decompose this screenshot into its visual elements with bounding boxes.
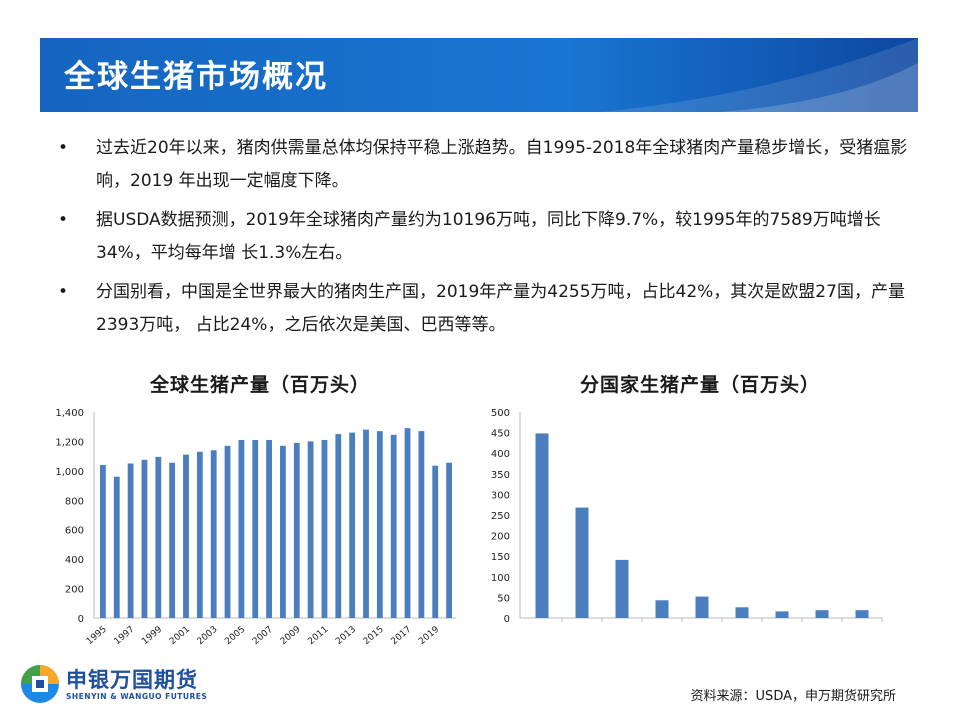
bullet-dot: • [58,210,69,230]
bar [655,600,669,618]
bar [127,463,134,618]
bullet-list: • 过去近20年以来，猪肉供需量总体均保持平稳上涨趋势。自1995-2018年全球… [58,132,908,348]
bar [735,607,749,618]
y-tick-label: 250 [491,511,510,522]
y-tick-label: 100 [491,573,510,584]
bar [376,431,383,618]
bar [404,428,411,618]
bar [293,442,300,618]
bar [615,559,629,618]
bar [535,433,549,618]
logo-icon [21,665,59,703]
bar [280,445,286,618]
y-tick-label: 350 [491,470,510,481]
x-tick-label: 2001 [168,625,192,647]
chart-title-global: 全球生猪产量（百万头） [149,374,370,396]
bar [113,476,120,618]
bar [335,434,342,618]
bar [775,611,789,618]
title-banner: 全球生猪市场概况 [40,38,918,112]
bar [210,450,217,618]
y-tick-label: 400 [491,449,510,460]
bullet-dot: • [58,282,69,302]
company-logo: 申银万国期货 SHENYIN & WANGUO FUTURES [20,662,240,710]
x-tick-label: 1995 [85,625,109,647]
y-tick-label: 150 [491,552,510,563]
page-title: 全球生猪市场概况 [64,59,328,95]
y-tick-label: 0 [504,614,510,625]
source-note: 资料来源：USDA，申万期货研究所 [690,689,896,704]
x-tick-label: 2019 [417,624,441,647]
y-tick-label: 1,400 [55,408,84,419]
x-tick-label: 2011 [306,625,330,647]
x-tick-label: 1997 [113,625,137,647]
y-tick-label: 200 [65,585,84,596]
bar [169,462,176,618]
y-tick-label: 50 [497,593,510,604]
y-tick-label: 500 [491,408,510,419]
bar [349,432,356,618]
chart-hog-production-by-country: 0 50 100 150 200 250 300 350 400 450 500 [491,408,883,625]
bar [196,451,203,618]
bar [321,439,328,618]
x-tick-label: 1999 [140,624,164,647]
bullet-item: • 分国别看，中国是全世界最大的猪肉生产国，2019年产量为4255万吨，占比42… [58,276,908,342]
y-tick-label: 800 [65,496,84,507]
x-tick-label: 2009 [279,624,303,647]
bar [390,434,397,618]
chart-global-hog-production: 0 200 400 600 800 1,000 1,200 1,400 1995 1997 1999… [55,408,456,647]
chart-title-by-country: 分国家生猪产量（百万头） [579,374,820,396]
logo-name-en: SHENYIN & WANGUO FUTURES [66,692,208,701]
bar [815,610,829,618]
x-tick-label: 2007 [251,625,275,647]
y-tick-label: 600 [65,526,84,537]
y-tick-label: 1,200 [55,437,84,448]
bar [224,445,231,618]
bar [418,431,425,618]
y-tick-label: 300 [491,490,510,501]
bar [100,464,106,618]
bullet-item: • 过去近20年以来，猪肉供需量总体均保持平稳上涨趋势。自1995-2018年全球… [58,132,908,198]
y-tick-label: 1,000 [55,467,84,478]
bullet-dot: • [58,138,69,158]
bar [155,456,162,618]
x-tick-label: 2017 [389,625,413,647]
y-tick-label: 450 [491,429,510,440]
bar [252,439,259,618]
bullet-text: 据USDA数据预测，2019年全球猪肉产量约为10196万吨，同比下降9.7%，… [96,210,881,263]
bar [695,596,709,618]
bullet-text: 过去近20年以来，猪肉供需量总体均保持平稳上涨趋势。自1995-2018年全球猪… [96,138,908,191]
bar [307,441,314,618]
bullet-text: 分国别看，中国是全世界最大的猪肉生产国，2019年产量为4255万吨，占比42%… [96,282,905,335]
x-tick-label: 2013 [334,625,358,647]
bar [183,454,189,618]
bar [855,610,869,618]
bar [432,465,439,618]
bar [238,439,245,618]
x-tick-label: 2003 [196,625,220,647]
y-tick-label: 400 [65,555,84,566]
title-banner-background [40,38,918,112]
bar [363,429,369,618]
bar [446,462,452,618]
bar [266,439,272,618]
x-tick-label: 2005 [223,625,247,647]
logo-name-cn: 申银万国期货 [66,668,198,692]
bar [575,507,589,618]
bar [141,459,148,618]
y-tick-label: 0 [78,614,84,625]
x-tick-label: 2015 [362,625,386,647]
y-tick-label: 200 [491,532,510,543]
bullet-item: • 据USDA数据预测，2019年全球猪肉产量约为10196万吨，同比下降9.7%… [58,204,908,270]
